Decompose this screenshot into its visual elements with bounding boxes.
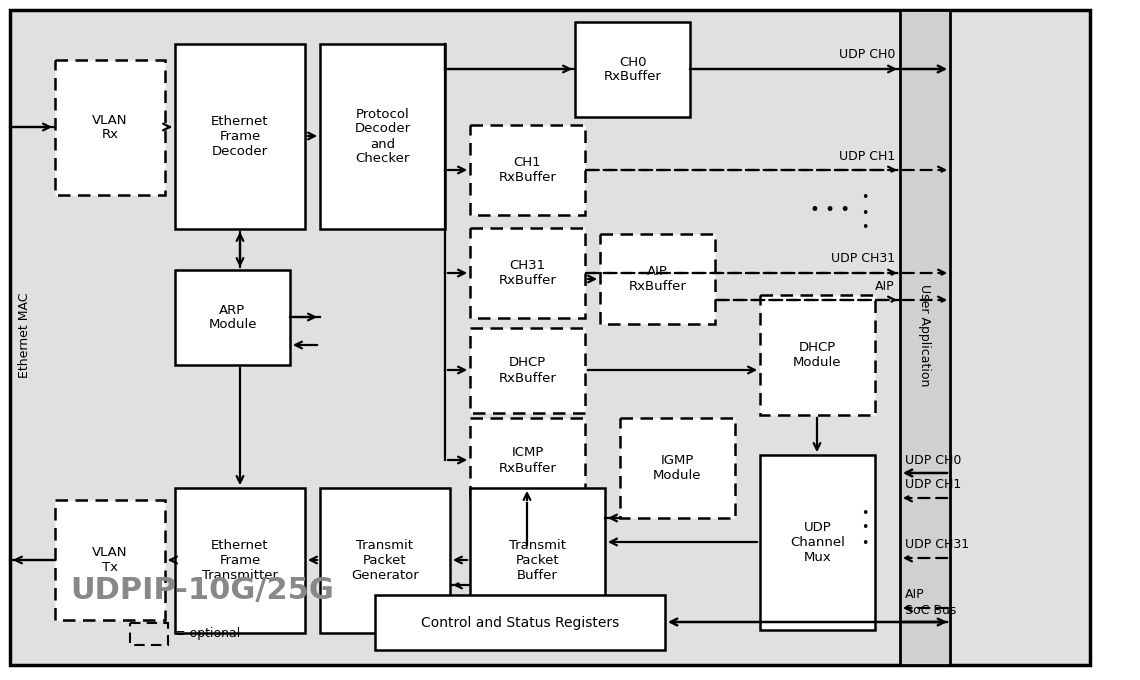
Text: AIP: AIP — [905, 588, 925, 602]
Text: = optional: = optional — [176, 628, 241, 641]
Text: Protocol
Decoder
and
Checker: Protocol Decoder and Checker — [355, 107, 410, 165]
Text: UDP CH1: UDP CH1 — [905, 479, 961, 492]
Text: • • •: • • • — [809, 201, 850, 219]
Text: AIP: AIP — [876, 280, 895, 294]
Bar — [760, 455, 876, 630]
Bar — [620, 418, 735, 518]
Bar — [470, 228, 585, 318]
Text: UDP
Channel
Mux: UDP Channel Mux — [790, 521, 845, 564]
Bar — [176, 44, 306, 229]
Bar — [55, 60, 165, 195]
Text: Transmit
Packet
Generator: Transmit Packet Generator — [351, 539, 418, 582]
Text: CH1
RxBuffer: CH1 RxBuffer — [498, 156, 556, 184]
Text: Control and Status Registers: Control and Status Registers — [421, 615, 619, 630]
Text: VLAN
Tx: VLAN Tx — [92, 546, 128, 574]
Text: CH31
RxBuffer: CH31 RxBuffer — [498, 259, 556, 287]
Text: User Application: User Application — [919, 284, 931, 386]
Text: •
•
•: • • • — [862, 507, 869, 549]
Text: DHCP
Module: DHCP Module — [793, 341, 841, 369]
Text: SoC Bus: SoC Bus — [905, 604, 956, 617]
Text: IGMP
Module: IGMP Module — [653, 454, 702, 482]
Bar — [600, 234, 715, 324]
Bar — [470, 328, 585, 413]
Bar — [375, 595, 665, 650]
Bar — [470, 418, 585, 503]
Text: UDP CH1: UDP CH1 — [839, 150, 895, 163]
Bar — [470, 488, 605, 633]
Bar — [899, 10, 950, 665]
Text: AIP
RxBuffer: AIP RxBuffer — [628, 265, 686, 293]
Text: UDPIP-10G/25G: UDPIP-10G/25G — [70, 575, 334, 605]
Text: Ethernet
Frame
Transmitter: Ethernet Frame Transmitter — [202, 539, 278, 582]
Text: VLAN
Rx: VLAN Rx — [92, 114, 128, 141]
Text: UDP CH0: UDP CH0 — [839, 48, 895, 61]
Text: CH0
RxBuffer: CH0 RxBuffer — [603, 56, 661, 84]
Bar — [320, 44, 445, 229]
Text: •
•
•: • • • — [862, 192, 869, 235]
Text: UDP CH0: UDP CH0 — [905, 454, 961, 466]
Bar — [176, 488, 306, 633]
Bar — [320, 488, 450, 633]
Text: Ethernet MAC: Ethernet MAC — [18, 292, 32, 378]
Text: Transmit
Packet
Buffer: Transmit Packet Buffer — [508, 539, 565, 582]
Bar — [55, 500, 165, 620]
Bar — [470, 125, 585, 215]
Bar — [760, 295, 876, 415]
Text: ARP
Module: ARP Module — [209, 303, 256, 332]
Text: UDP CH31: UDP CH31 — [905, 539, 969, 551]
Text: DHCP
RxBuffer: DHCP RxBuffer — [498, 356, 556, 384]
Bar — [130, 623, 168, 645]
Text: ICMP
RxBuffer: ICMP RxBuffer — [498, 447, 556, 475]
Text: Ethernet
Frame
Decoder: Ethernet Frame Decoder — [211, 115, 269, 158]
Text: UDP CH31: UDP CH31 — [831, 252, 895, 265]
Bar — [176, 270, 290, 365]
Bar — [575, 22, 690, 117]
